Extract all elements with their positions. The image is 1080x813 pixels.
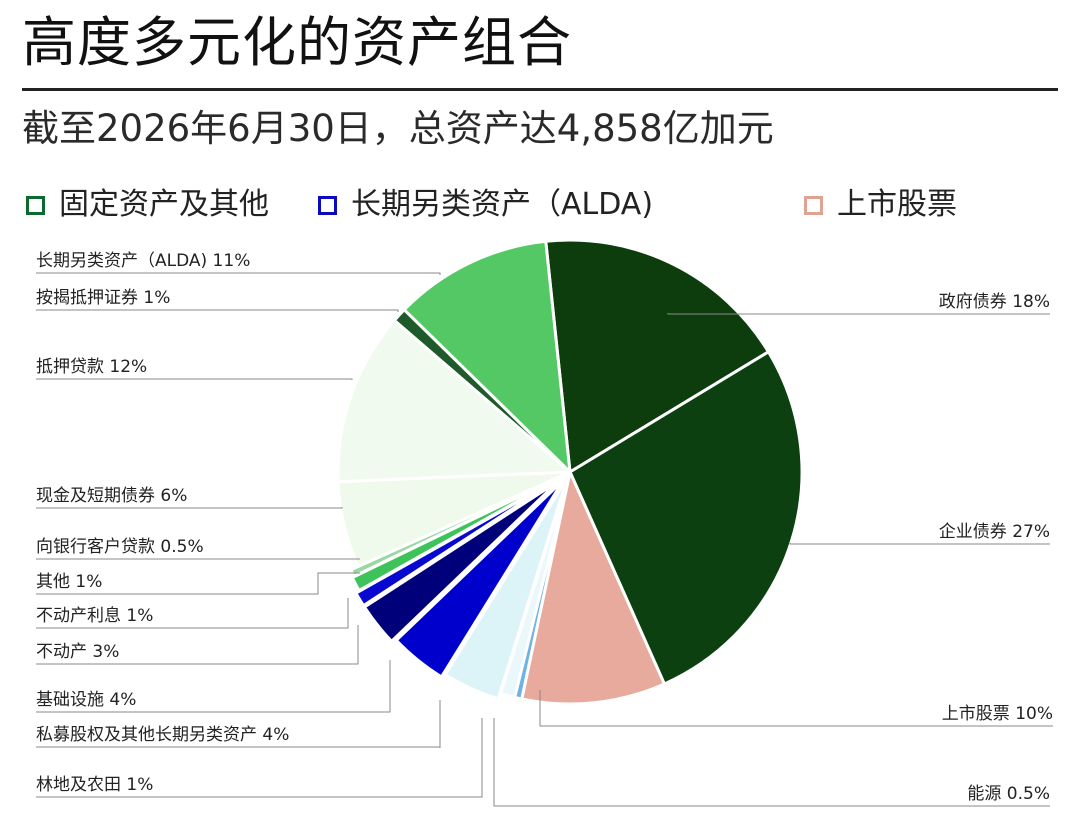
pie-slice-9 — [350, 475, 563, 593]
legend-item-fixed-income: 固定资产及其他 — [26, 184, 269, 226]
slice-label-3: 能源 0.5% — [967, 784, 1050, 804]
label-leader-7 — [36, 625, 359, 665]
pie-slice-7 — [362, 479, 561, 643]
slice-label-2: 上市股票 10% — [942, 704, 1053, 724]
label-leader-12 — [36, 378, 353, 380]
chart-legend: 固定资产及其他 长期另类资产（ALDA) 上市股票 — [0, 184, 1080, 228]
pie-slice-6 — [394, 478, 566, 679]
slice-label-11: 现金及短期债券 6% — [36, 486, 187, 506]
label-leader-0 — [667, 313, 1050, 315]
label-leader-5 — [36, 700, 441, 748]
slice-label-9: 其他 1% — [36, 572, 102, 592]
legend-label-public-equities: 上市股票 — [837, 187, 957, 222]
slice-label-4: 林地及农田 1% — [36, 775, 153, 795]
pie-slice-5 — [443, 475, 570, 701]
slice-label-0: 政府债券 18% — [939, 292, 1050, 312]
legend-label-fixed-income: 固定资产及其他 — [59, 187, 269, 222]
pie-slice-14 — [402, 239, 572, 474]
label-leader-14 — [36, 272, 441, 275]
title-divider — [22, 88, 1058, 91]
slice-label-6: 基础设施 4% — [36, 690, 136, 710]
pie-slice-8 — [354, 477, 560, 608]
label-leader-2 — [539, 690, 1053, 727]
legend-label-alda: 长期另类资产（ALDA) — [351, 187, 654, 222]
slice-label-10: 向银行客户贷款 0.5% — [36, 537, 204, 557]
pie-slice-0 — [544, 238, 770, 474]
label-leader-8 — [36, 598, 349, 629]
pie-slice-2 — [520, 470, 666, 706]
slice-label-7: 不动产 3% — [36, 642, 119, 662]
slice-label-5: 私募股权及其他长期另类资产 4% — [36, 725, 289, 745]
legend-item-alda: 长期另类资产（ALDA) — [318, 184, 653, 226]
label-leader-1 — [789, 543, 1050, 545]
legend-swatch-fixed-income — [26, 195, 45, 215]
slice-label-14: 长期另类资产（ALDA) 11% — [36, 251, 250, 271]
legend-swatch-alda — [318, 195, 337, 215]
slice-label-13: 按揭抵押证券 1% — [36, 288, 170, 308]
slice-label-8: 不动产利息 1% — [36, 606, 153, 626]
label-leader-4 — [36, 718, 483, 798]
legend-swatch-public-equities — [804, 195, 823, 215]
chart-subtitle: 截至2026年6月30日，总资产达4,858亿加元 — [22, 107, 774, 150]
pie-slice-12 — [336, 318, 572, 484]
label-leader-6 — [36, 660, 391, 713]
slice-label-1: 企业债券 27% — [939, 522, 1050, 542]
legend-item-public-equities: 上市股票 — [804, 184, 957, 226]
chart-title: 高度多元化的资产组合 — [22, 11, 572, 74]
label-leader-9 — [36, 572, 360, 595]
label-leader-13 — [36, 309, 399, 312]
label-leader-3 — [493, 718, 1050, 807]
label-leader-11 — [36, 507, 343, 509]
slice-label-12: 抵押贷款 12% — [36, 357, 147, 377]
